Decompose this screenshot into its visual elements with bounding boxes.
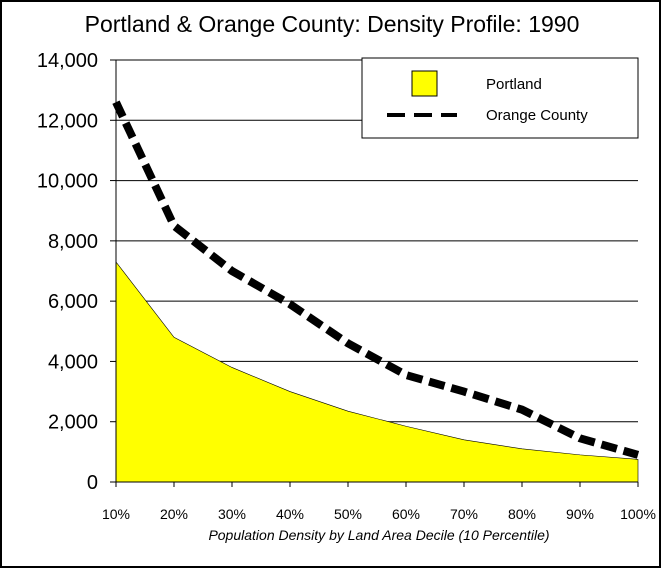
y-tick-label: 14,000 (37, 50, 98, 72)
x-tick-label: 20% (160, 506, 188, 522)
y-tick-label: 10,000 (37, 171, 98, 193)
x-tick-label: 80% (508, 506, 536, 522)
y-tick-label: 8,000 (48, 231, 98, 253)
chart-title: Portland & Orange County: Density Profil… (85, 11, 580, 37)
y-tick-label: 4,000 (48, 351, 98, 373)
legend: Portland Orange County (361, 57, 639, 139)
x-tick-label: 60% (392, 506, 420, 522)
x-tick-label: 30% (218, 506, 246, 522)
y-tick-label: 0 (87, 472, 98, 494)
y-tick-label: 2,000 (48, 412, 98, 434)
x-tick-label: 50% (334, 506, 362, 522)
legend-swatch-portland (411, 70, 438, 97)
x-tick-label: 40% (276, 506, 304, 522)
y-tick-label: 12,000 (37, 110, 98, 132)
legend-label-portland: Portland (486, 76, 542, 93)
x-tick-labels: 10% 20% 30% 40% 50% 60% 70% 80% 90% 100% (102, 506, 656, 522)
x-tick-label: 90% (566, 506, 594, 522)
y-tick-label: 6,000 (48, 291, 98, 313)
x-tick-label: 70% (450, 506, 478, 522)
x-axis-label: Population Density by Land Area Decile (… (208, 527, 549, 543)
y-tick-labels: 0 2,000 4,000 6,000 8,000 10,000 12,000 14,000 (37, 50, 98, 494)
portland-area (115, 261, 639, 483)
axes (115, 60, 639, 487)
legend-box (361, 57, 639, 139)
portland-area-layer (115, 261, 639, 483)
orange-county-line-layer (112, 100, 640, 459)
x-tick-label: 100% (620, 506, 656, 522)
orange-county-line (112, 100, 640, 459)
x-tick-label: 10% (102, 506, 130, 522)
legend-label-orange-county: Orange County (486, 107, 588, 124)
